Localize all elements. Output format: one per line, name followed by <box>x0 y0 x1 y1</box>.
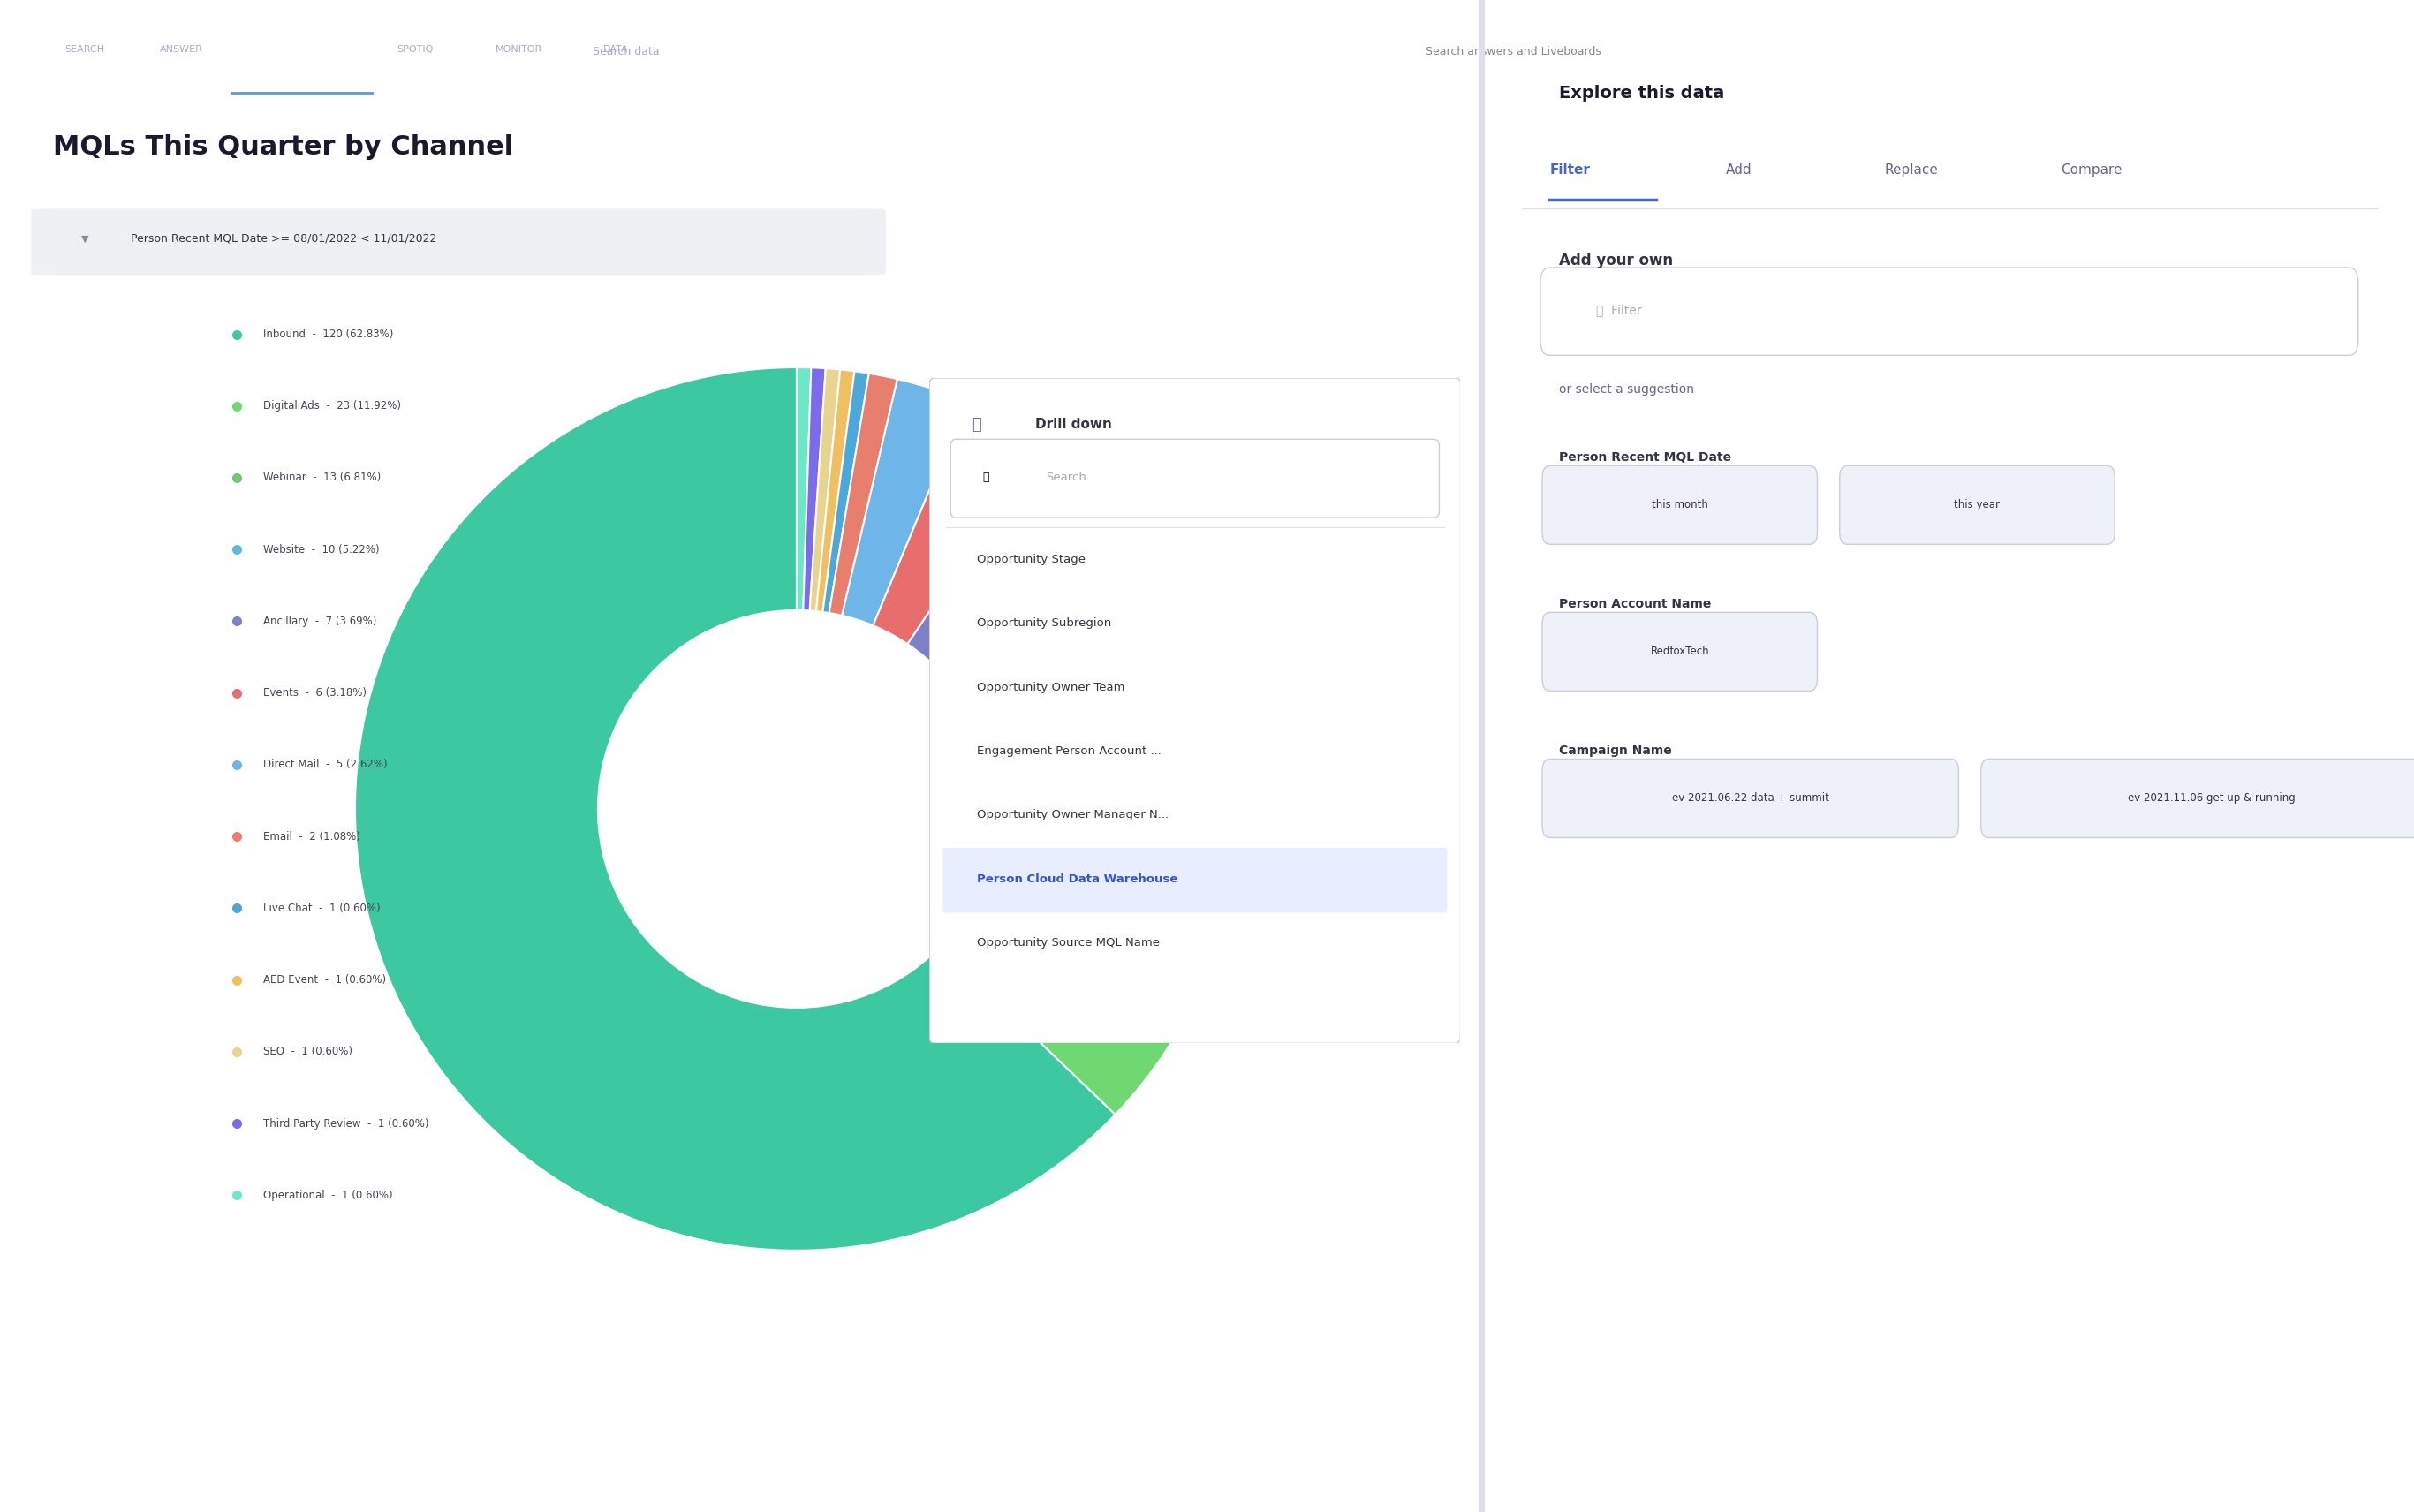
Text: Add: Add <box>1726 163 1753 177</box>
Text: Third Party Review  -  1 (0.60%): Third Party Review - 1 (0.60%) <box>263 1117 430 1129</box>
Wedge shape <box>978 629 1238 812</box>
Text: Events  -  6 (3.18%): Events - 6 (3.18%) <box>263 688 367 699</box>
Text: Explore this data: Explore this data <box>1559 85 1724 101</box>
Text: Person Recent MQL Date: Person Recent MQL Date <box>1559 452 1731 464</box>
Text: Filter: Filter <box>1550 163 1591 177</box>
Text: this year: this year <box>1955 499 2001 511</box>
Text: Person Account Name: Person Account Name <box>1559 599 1712 611</box>
Text: Direct Mail  -  5 (2.62%): Direct Mail - 5 (2.62%) <box>263 759 389 771</box>
Text: Compare: Compare <box>2062 163 2122 177</box>
Text: MONITOR: MONITOR <box>495 45 543 53</box>
Text: Ancillary  -  7 (3.69%): Ancillary - 7 (3.69%) <box>263 615 377 627</box>
Wedge shape <box>355 367 1115 1250</box>
FancyBboxPatch shape <box>951 438 1439 517</box>
Text: DATA: DATA <box>604 45 628 53</box>
Wedge shape <box>842 380 966 626</box>
Text: ▼: ▼ <box>82 234 89 243</box>
Text: Replace: Replace <box>1885 163 1938 177</box>
Text: Operational  -  1 (0.60%): Operational - 1 (0.60%) <box>263 1190 393 1201</box>
Text: Opportunity Source MQL Name: Opportunity Source MQL Name <box>978 937 1161 948</box>
Text: ⤵: ⤵ <box>973 417 982 432</box>
Wedge shape <box>874 401 1043 644</box>
Wedge shape <box>816 369 855 612</box>
Text: 🔍: 🔍 <box>982 472 990 482</box>
FancyBboxPatch shape <box>1839 466 2115 544</box>
Text: MQLs This Quarter by Channel: MQLs This Quarter by Channel <box>53 135 514 160</box>
Wedge shape <box>809 369 840 611</box>
Text: Opportunity Stage: Opportunity Stage <box>978 553 1086 565</box>
Text: Opportunity Owner Manager N...: Opportunity Owner Manager N... <box>978 809 1168 821</box>
FancyBboxPatch shape <box>1982 759 2414 838</box>
Wedge shape <box>797 367 811 611</box>
Text: this month: this month <box>1651 499 1709 511</box>
FancyBboxPatch shape <box>1543 612 1818 691</box>
Text: Digital Ads  -  23 (11.92%): Digital Ads - 23 (11.92%) <box>263 401 401 411</box>
Text: ANSWER: ANSWER <box>159 45 203 53</box>
FancyBboxPatch shape <box>1543 466 1818 544</box>
FancyBboxPatch shape <box>1540 268 2358 355</box>
Text: Person Cloud Data Warehouse: Person Cloud Data Warehouse <box>978 874 1178 885</box>
FancyBboxPatch shape <box>941 848 1446 913</box>
Wedge shape <box>804 367 826 611</box>
Text: Search data: Search data <box>594 45 659 57</box>
Text: Search: Search <box>1045 472 1086 482</box>
Text: 🔍  Filter: 🔍 Filter <box>1596 304 1642 316</box>
Text: Email  -  2 (1.08%): Email - 2 (1.08%) <box>263 830 360 842</box>
Text: Webinar  -  13 (6.81%): Webinar - 13 (6.81%) <box>263 472 381 484</box>
Text: LIVEBOARDS: LIVEBOARDS <box>268 45 336 53</box>
Text: ev 2021.06.22 data + summit: ev 2021.06.22 data + summit <box>1673 792 1830 804</box>
Wedge shape <box>941 508 1200 727</box>
FancyBboxPatch shape <box>929 378 1460 1043</box>
Text: Search answers and Liveboards: Search answers and Liveboards <box>1427 45 1600 57</box>
Wedge shape <box>939 810 1238 1114</box>
Text: Inbound  -  120 (62.83%): Inbound - 120 (62.83%) <box>263 328 393 340</box>
Text: Campaign Name: Campaign Name <box>1559 745 1673 758</box>
FancyBboxPatch shape <box>1543 759 1958 838</box>
Text: SEO  -  1 (0.60%): SEO - 1 (0.60%) <box>263 1046 352 1057</box>
Text: Engagement Person Account ...: Engagement Person Account ... <box>978 745 1161 758</box>
Text: Add your own: Add your own <box>1559 253 1673 268</box>
Text: RedfoxTech: RedfoxTech <box>1651 646 1709 658</box>
Text: Person Recent MQL Date >= 08/01/2022 < 11/01/2022: Person Recent MQL Date >= 08/01/2022 < 1… <box>130 233 437 245</box>
Text: SPOTIQ: SPOTIQ <box>396 45 435 53</box>
Text: ev 2021.11.06 get up & running: ev 2021.11.06 get up & running <box>2127 792 2296 804</box>
Text: Opportunity Subregion: Opportunity Subregion <box>978 618 1113 629</box>
Text: SEARCH: SEARCH <box>65 45 104 53</box>
FancyBboxPatch shape <box>31 209 886 275</box>
Text: Drill down: Drill down <box>1036 417 1113 431</box>
Text: Live Chat  -  1 (0.60%): Live Chat - 1 (0.60%) <box>263 903 381 913</box>
Wedge shape <box>908 443 1120 674</box>
Text: Website  -  10 (5.22%): Website - 10 (5.22%) <box>263 544 379 555</box>
Text: AED Event  -  1 (0.60%): AED Event - 1 (0.60%) <box>263 974 386 986</box>
Wedge shape <box>828 373 898 615</box>
Text: or select a suggestion: or select a suggestion <box>1559 384 1695 396</box>
Wedge shape <box>823 372 869 612</box>
Text: Opportunity Owner Team: Opportunity Owner Team <box>978 682 1125 692</box>
